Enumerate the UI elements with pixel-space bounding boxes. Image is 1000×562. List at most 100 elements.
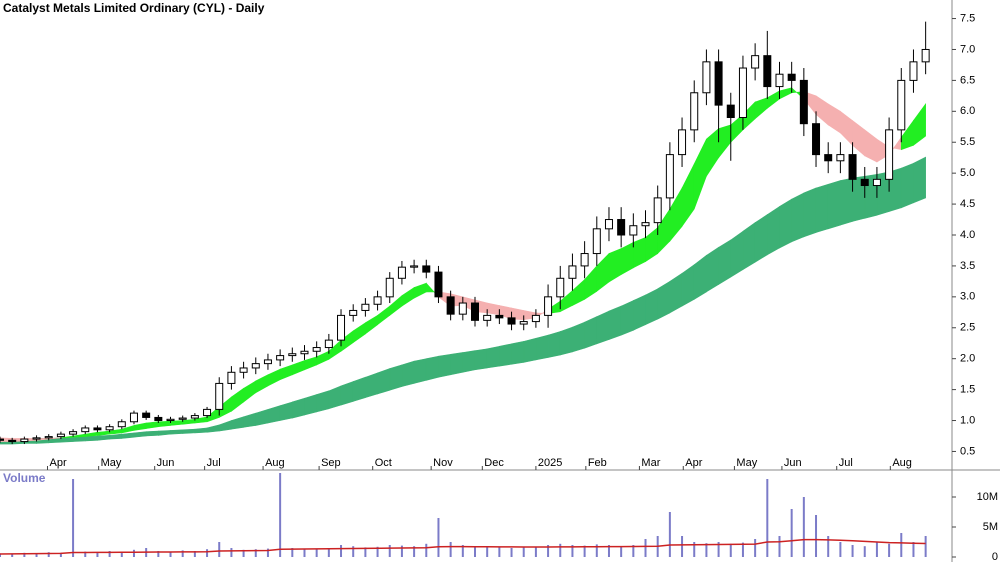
y-tick-label: 1.0: [960, 414, 975, 426]
candle-body: [507, 317, 516, 325]
candle-body: [641, 222, 650, 227]
x-tick-label: Dec: [484, 457, 504, 469]
x-tick-label: May: [101, 457, 122, 469]
volume-bar: [827, 536, 830, 557]
band-segment: [438, 354, 451, 378]
candle-body: [799, 79, 808, 125]
volume-bar: [875, 542, 878, 557]
candle-body: [81, 427, 90, 433]
candle-body: [629, 225, 638, 236]
volume-bar: [571, 545, 574, 557]
band-segment: [913, 156, 926, 204]
volume-bar: [449, 542, 452, 557]
candle-body: [373, 296, 382, 305]
band-segment: [121, 432, 135, 439]
band-segment: [706, 246, 719, 293]
band-segment: [389, 364, 403, 391]
volume-bar: [888, 543, 891, 557]
volume-bar: [595, 544, 598, 557]
band-segment: [547, 331, 561, 358]
band-segment: [158, 420, 171, 428]
volume-bar: [303, 549, 306, 557]
volume-bar: [705, 543, 708, 557]
candle-body: [276, 355, 285, 361]
x-tick-label: Jul: [207, 457, 221, 469]
candle-body: [434, 271, 443, 298]
volume-bar: [924, 536, 927, 557]
volume-bar: [120, 551, 123, 557]
band-segment: [645, 288, 658, 326]
volume-bar: [607, 545, 610, 557]
candle-body: [471, 302, 479, 321]
candle-body: [604, 219, 613, 230]
band-segment: [584, 316, 598, 349]
candle-body: [446, 296, 455, 315]
volume-bar: [0, 553, 1, 557]
candle-body: [251, 363, 260, 369]
candle-body: [592, 228, 601, 255]
volume-bar: [206, 549, 209, 557]
volume-bar: [766, 479, 769, 557]
candle-body: [787, 73, 796, 81]
volume-bar: [644, 539, 647, 557]
volume-bar: [47, 552, 50, 557]
band-segment: [145, 430, 159, 437]
band-segment: [486, 345, 500, 369]
band-segment: [377, 368, 391, 395]
candle-body: [665, 154, 674, 199]
volume-bar: [364, 547, 367, 557]
band-segment: [620, 300, 634, 336]
band-segment: [754, 214, 768, 263]
y-tick-label: 1.5: [960, 384, 975, 396]
volume-bar: [559, 543, 562, 557]
candle-body: [531, 314, 540, 323]
band-segment: [815, 183, 829, 233]
volume-bar: [327, 548, 330, 557]
volume-bar: [230, 548, 233, 557]
band-segment: [413, 358, 427, 384]
candle-body: [32, 437, 41, 440]
band-segment: [316, 390, 330, 413]
candle-body: [580, 253, 589, 267]
candle-body: [129, 412, 138, 423]
volume-bar: [534, 547, 537, 557]
volume-bar: [84, 551, 87, 557]
candle-body: [568, 265, 577, 279]
band-segment: [450, 352, 464, 376]
x-tick-label: Apr: [50, 457, 67, 469]
candle-body: [617, 219, 626, 236]
band-segment: [572, 321, 585, 353]
volume-bar: [376, 546, 379, 557]
volume-bar: [157, 551, 160, 557]
volume-bar: [96, 552, 99, 557]
candle-body: [653, 197, 662, 224]
band-segment: [474, 348, 488, 371]
candle-body: [690, 92, 699, 131]
volume-bar: [279, 473, 282, 557]
volume-bar: [437, 518, 440, 557]
candle-body: [397, 266, 406, 279]
volume-bar: [254, 549, 257, 557]
band-segment: [499, 343, 512, 367]
x-tick-label: Aug: [265, 457, 285, 469]
candle-body: [263, 359, 272, 365]
candle-body: [519, 321, 528, 325]
volume-bar: [620, 546, 623, 557]
volume-bar: [778, 536, 781, 557]
band-segment: [511, 341, 525, 365]
candle-body: [678, 129, 687, 156]
volume-bar: [741, 542, 744, 557]
y-tick-label: 3.5: [960, 260, 975, 272]
candle-body: [166, 418, 175, 422]
volume-bar: [352, 546, 355, 557]
volume-bar: [729, 543, 732, 557]
volume-bar: [72, 479, 75, 557]
y-tick-label: 10M: [977, 491, 998, 503]
candle-body: [117, 421, 126, 428]
candle-body: [349, 309, 358, 316]
volume-bar: [839, 542, 842, 557]
volume-bar: [912, 542, 915, 557]
candle-body: [44, 436, 53, 439]
chart-title: Catalyst Metals Limited Ordinary (CYL) -…: [3, 1, 265, 15]
candle-body: [300, 350, 309, 355]
